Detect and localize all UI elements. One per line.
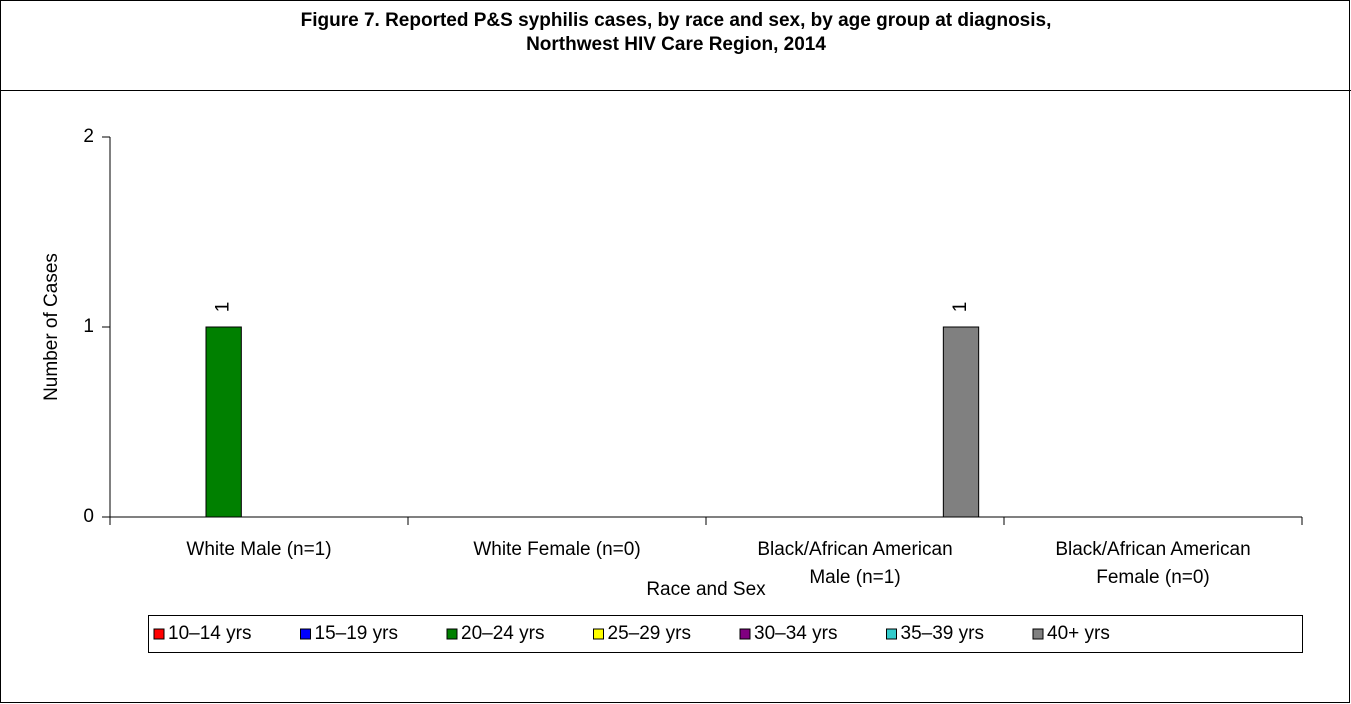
legend-label: 30–34 yrs bbox=[754, 623, 837, 644]
y-tick-label: 1 bbox=[83, 316, 94, 337]
legend-label: 35–39 yrs bbox=[901, 623, 984, 644]
y-tick-label: 0 bbox=[83, 506, 94, 527]
bar bbox=[205, 326, 242, 518]
legend-label: 20–24 yrs bbox=[461, 623, 544, 644]
legend-label: 25–29 yrs bbox=[608, 623, 691, 644]
chart-title: Figure 7. Reported P&S syphilis cases, b… bbox=[301, 10, 1052, 31]
x-tick-label: White Male (n=1) bbox=[186, 539, 331, 560]
y-tick-label: 2 bbox=[83, 126, 94, 147]
legend-box bbox=[148, 615, 1303, 653]
legend-swatch bbox=[739, 628, 751, 640]
x-tick-label: Female (n=0) bbox=[1096, 567, 1210, 588]
x-tick-label: Black/African American bbox=[1055, 539, 1250, 560]
legend-label: 40+ yrs bbox=[1047, 623, 1110, 644]
legend-swatch bbox=[1032, 628, 1044, 640]
chart-title: Northwest HIV Care Region, 2014 bbox=[526, 34, 826, 55]
data-label: 1 bbox=[213, 302, 234, 313]
x-axis-title: Race and Sex bbox=[646, 579, 766, 600]
data-label: 1 bbox=[950, 302, 971, 313]
legend-swatch bbox=[593, 628, 604, 640]
legend-swatch bbox=[886, 628, 897, 640]
x-tick-label: Male (n=1) bbox=[809, 567, 900, 588]
x-tick-label: Black/African American bbox=[757, 539, 952, 560]
legend-label: 10–14 yrs bbox=[168, 623, 251, 644]
bar bbox=[942, 326, 980, 518]
y-axis-title: Number of Cases bbox=[41, 253, 62, 401]
legend-swatch bbox=[153, 628, 165, 640]
legend-swatch bbox=[300, 628, 311, 640]
x-tick-label: White Female (n=0) bbox=[473, 539, 640, 560]
legend-label: 15–19 yrs bbox=[315, 623, 398, 644]
legend-swatch bbox=[446, 628, 458, 640]
